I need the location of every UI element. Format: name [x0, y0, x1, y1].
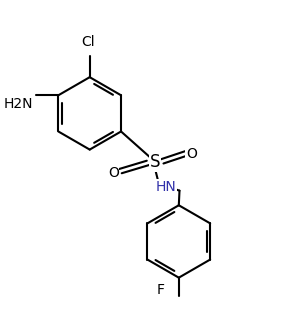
Text: S: S	[150, 153, 160, 171]
Text: O: O	[108, 166, 119, 180]
Text: Cl: Cl	[82, 35, 95, 49]
Text: O: O	[186, 147, 197, 161]
Text: HN: HN	[155, 180, 176, 194]
Text: H2N: H2N	[4, 97, 33, 111]
Text: F: F	[157, 283, 165, 297]
